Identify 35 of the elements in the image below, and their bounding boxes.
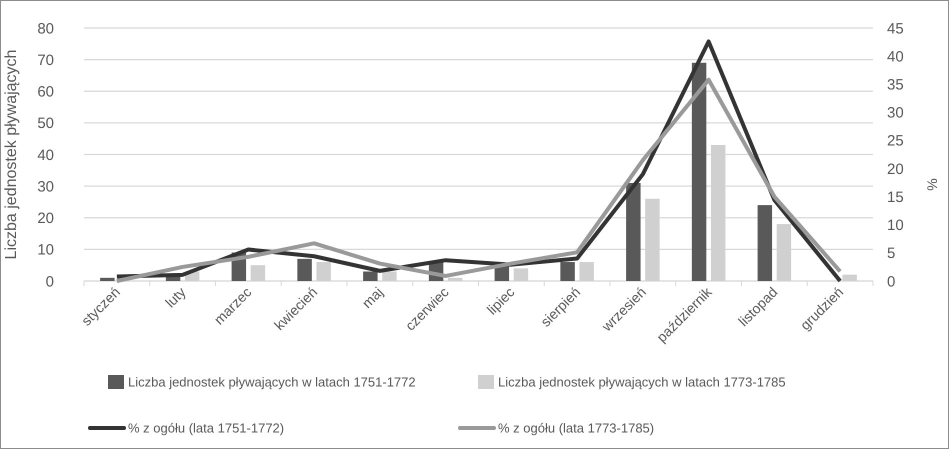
y-tick-label: 30 xyxy=(37,178,54,196)
y-axis-title: Liczba jednostek pływających xyxy=(3,50,20,260)
legend-label: Liczba jednostek pływających w latach 1773-1785 xyxy=(498,374,786,390)
bar xyxy=(758,205,772,281)
y2-tick-label: 25 xyxy=(887,132,904,150)
y2-tick-label: 40 xyxy=(887,48,904,66)
y2-tick-label: 30 xyxy=(887,104,904,122)
x-tick-label: maj xyxy=(358,284,386,312)
legend-label: % z ogółu (lata 1773-1785) xyxy=(498,420,654,436)
y2-tick-label: 45 xyxy=(887,20,904,38)
y-tick-label: 20 xyxy=(37,210,54,227)
bar xyxy=(297,258,312,281)
y2-tick-label: 5 xyxy=(887,245,896,262)
y-tick-label: 60 xyxy=(37,84,54,100)
x-tick-label: luty xyxy=(162,284,189,311)
y2-tick-label: 0 xyxy=(887,273,896,290)
y-tick-label: 50 xyxy=(37,115,54,132)
y-tick-label: 80 xyxy=(37,20,54,38)
y2-tick-label: 10 xyxy=(887,217,904,234)
bar xyxy=(560,262,575,281)
bar xyxy=(692,62,706,281)
y2-tick-label: 35 xyxy=(887,76,904,94)
legend-label: % z ogółu (lata 1751-1772) xyxy=(128,420,284,436)
y2-tick-label: 15 xyxy=(887,188,904,206)
bar xyxy=(363,272,378,281)
y-tick-label: 0 xyxy=(46,273,54,290)
y-tick-label: 40 xyxy=(37,146,54,164)
y-tick-label: 10 xyxy=(37,242,54,259)
y-tick-label: 70 xyxy=(37,52,54,69)
y2-tick-label: 20 xyxy=(887,160,904,178)
line-series xyxy=(114,78,842,283)
legend-label: Liczba jednostek pływających w latach 1751-1772 xyxy=(128,374,416,390)
bar xyxy=(100,278,115,281)
bar xyxy=(626,182,641,281)
y2-axis-title: % xyxy=(924,178,940,191)
